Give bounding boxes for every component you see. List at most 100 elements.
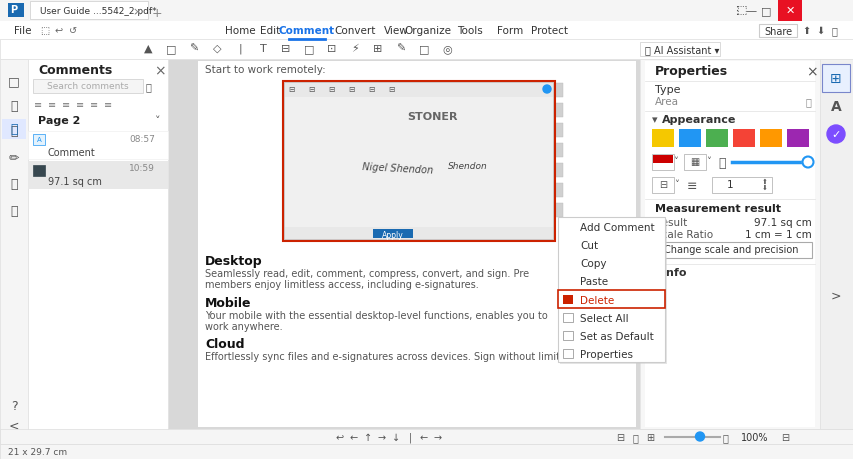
- Text: <: <: [9, 419, 20, 432]
- FancyBboxPatch shape: [651, 178, 673, 194]
- Text: File: File: [14, 26, 32, 36]
- Text: Edit: Edit: [259, 26, 280, 36]
- Text: Result: Result: [654, 218, 687, 228]
- Text: ⊟: ⊟: [287, 85, 293, 94]
- Text: Comment: Comment: [279, 26, 334, 36]
- FancyBboxPatch shape: [705, 130, 727, 148]
- FancyBboxPatch shape: [819, 4, 833, 18]
- Text: Type: Type: [654, 85, 680, 95]
- Text: ⊟: ⊟: [659, 179, 666, 190]
- FancyBboxPatch shape: [758, 25, 796, 38]
- Text: 👁: 👁: [10, 205, 18, 218]
- Text: ✓: ✓: [830, 130, 839, 140]
- FancyBboxPatch shape: [554, 184, 562, 197]
- FancyBboxPatch shape: [554, 84, 562, 98]
- Text: ×: ×: [132, 7, 142, 17]
- Text: ✎: ✎: [396, 44, 405, 54]
- Text: 1 cm = 1 cm: 1 cm = 1 cm: [745, 230, 811, 240]
- Text: ⊡: ⊡: [327, 44, 336, 54]
- Text: ⊟: ⊟: [347, 85, 354, 94]
- FancyBboxPatch shape: [28, 60, 168, 444]
- Text: □: □: [418, 44, 429, 54]
- Text: ✎: ✎: [189, 44, 199, 54]
- Text: 💬: 💬: [10, 125, 18, 138]
- Text: ˅: ˅: [673, 157, 677, 167]
- Text: Seamlessly read, edit, comment, compress, convert, and sign. Pre: Seamlessly read, edit, comment, compress…: [205, 269, 529, 279]
- Text: 🔍: 🔍: [722, 432, 727, 442]
- FancyBboxPatch shape: [2, 120, 26, 140]
- Text: ↩: ↩: [335, 432, 344, 442]
- FancyBboxPatch shape: [644, 62, 814, 427]
- FancyBboxPatch shape: [649, 242, 811, 258]
- Text: Cloud: Cloud: [205, 337, 244, 350]
- FancyBboxPatch shape: [373, 230, 413, 239]
- FancyBboxPatch shape: [0, 40, 853, 60]
- Text: ⊟: ⊟: [307, 85, 314, 94]
- FancyBboxPatch shape: [554, 104, 562, 118]
- Text: ≡: ≡: [90, 100, 98, 110]
- Text: 10:59: 10:59: [129, 164, 154, 173]
- Text: ≡: ≡: [48, 100, 56, 110]
- Text: 🔍: 🔍: [10, 178, 18, 190]
- FancyBboxPatch shape: [653, 156, 672, 164]
- Text: ◇: ◇: [212, 44, 221, 54]
- Text: Page 2: Page 2: [38, 116, 80, 126]
- FancyBboxPatch shape: [0, 0, 853, 22]
- Text: Mobile: Mobile: [205, 297, 251, 309]
- FancyBboxPatch shape: [33, 134, 45, 146]
- FancyBboxPatch shape: [651, 155, 673, 171]
- FancyBboxPatch shape: [33, 80, 142, 94]
- Text: ⊟: ⊟: [387, 85, 394, 94]
- Text: Apply: Apply: [381, 230, 403, 240]
- Text: 1: 1: [726, 179, 733, 190]
- Text: A: A: [37, 137, 41, 143]
- FancyBboxPatch shape: [557, 218, 664, 362]
- FancyBboxPatch shape: [0, 60, 28, 444]
- Text: ≡: ≡: [104, 100, 112, 110]
- FancyBboxPatch shape: [0, 429, 853, 444]
- Text: ↑: ↑: [363, 432, 372, 442]
- Text: ⬆: ⬆: [801, 26, 809, 36]
- Text: 🔍: 🔍: [145, 82, 151, 92]
- Text: ⤢: ⤢: [717, 157, 725, 170]
- Text: □: □: [304, 44, 314, 54]
- Text: Shendon: Shendon: [448, 162, 487, 171]
- Text: Nigel Shendon: Nigel Shendon: [362, 162, 433, 175]
- Text: —: —: [745, 6, 756, 16]
- Text: ▾: ▾: [651, 115, 657, 125]
- Text: Effortlessly sync files and e-signatures across devices. Sign without limits,: Effortlessly sync files and e-signatures…: [205, 351, 567, 361]
- Text: Convert: Convert: [334, 26, 375, 36]
- FancyBboxPatch shape: [285, 228, 553, 240]
- Text: ↓: ↓: [392, 432, 399, 442]
- Text: Area: Area: [654, 97, 678, 107]
- Text: Protect: Protect: [531, 26, 568, 36]
- Text: |: |: [408, 432, 411, 442]
- Text: ⊞: ⊞: [645, 432, 653, 442]
- Text: ×: ×: [154, 64, 165, 78]
- Text: ↩: ↩: [55, 26, 63, 36]
- Text: ?: ?: [11, 399, 17, 412]
- Text: Comment: Comment: [48, 148, 96, 157]
- FancyBboxPatch shape: [819, 60, 853, 429]
- Text: Organize: Organize: [404, 26, 451, 36]
- Text: Change scale and precision: Change scale and precision: [663, 245, 798, 254]
- FancyBboxPatch shape: [835, 4, 849, 18]
- Text: 🤖 AI Assistant ▾: 🤖 AI Assistant ▾: [644, 45, 718, 55]
- Text: Cut: Cut: [579, 241, 597, 251]
- Text: ⊞: ⊞: [829, 72, 841, 86]
- FancyBboxPatch shape: [0, 444, 853, 459]
- Text: ⚡: ⚡: [351, 44, 358, 54]
- Text: →: →: [378, 432, 386, 442]
- FancyBboxPatch shape: [639, 43, 719, 57]
- Text: ≡: ≡: [76, 100, 84, 110]
- Text: ⊟: ⊟: [615, 432, 624, 442]
- Circle shape: [826, 126, 844, 144]
- Text: ⊟: ⊟: [368, 85, 374, 94]
- Text: Search comments: Search comments: [47, 82, 129, 91]
- Text: Appearance: Appearance: [661, 115, 735, 125]
- Text: ×: ×: [805, 65, 817, 79]
- Text: ≡: ≡: [686, 179, 696, 193]
- Text: ˅: ˅: [155, 116, 160, 126]
- Text: ⬛: ⬛: [830, 26, 836, 36]
- Text: ⊟: ⊟: [281, 44, 290, 54]
